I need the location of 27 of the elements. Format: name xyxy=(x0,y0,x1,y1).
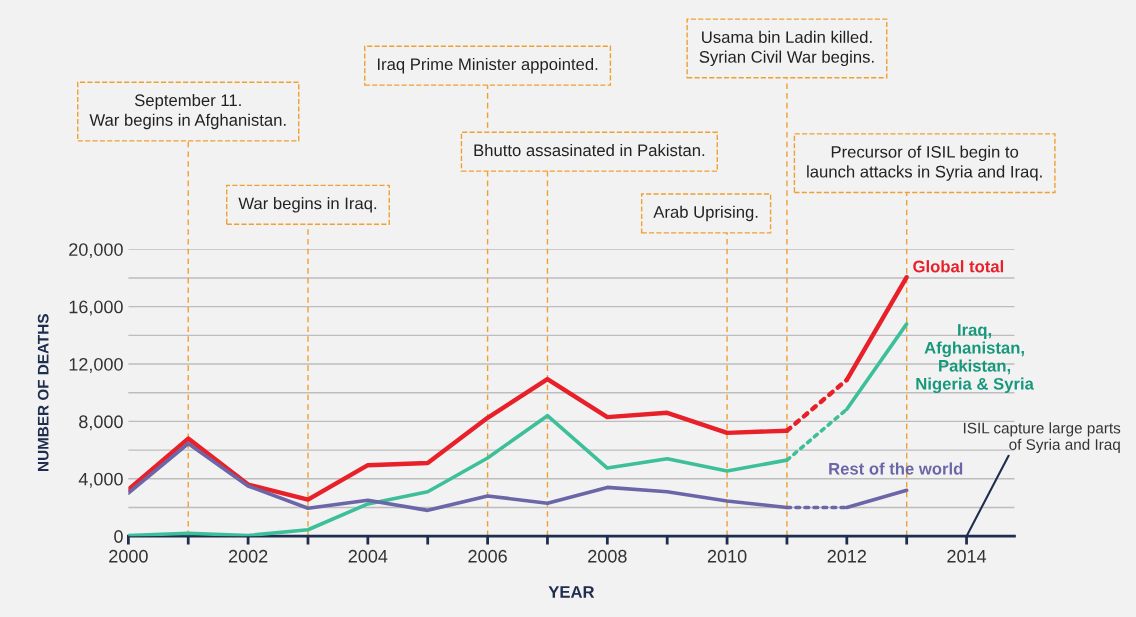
ref-line-label: Bhutto assasinated in Pakistan. xyxy=(474,143,705,157)
y-tick-label: 8,000 xyxy=(79,415,123,431)
y-tick-label: 20,000 xyxy=(69,243,123,259)
x-tick-label: 2014 xyxy=(947,549,987,563)
y-axis-title: NUMBER OF DEATHS xyxy=(37,314,49,471)
y-tick-label: 4,000 xyxy=(78,472,123,488)
text: Global total xyxy=(913,260,1004,273)
x-tick-label: 2006 xyxy=(468,549,507,563)
y-tick-label: 0 xyxy=(114,530,123,543)
ref-line-label: Iraq Prime Minister appointed. xyxy=(377,57,598,74)
text: Iraq, Afghanistan, Pakistan, Nigeria & Syria xyxy=(916,324,1034,394)
ref-line-label: Usama bin Ladin killed. Syrian Civil War begins. xyxy=(699,30,874,67)
x-tick-label: 2008 xyxy=(588,549,627,563)
ref-line-label: Precursor of ISIL begin to launch attacks in Syria and Iraq. xyxy=(807,145,1042,181)
x-tick-label: 2000 xyxy=(109,549,148,563)
ref-line-label: Arab Uprising. xyxy=(653,205,758,222)
x-tick-label: 2012 xyxy=(827,549,866,563)
text: Rest of the world xyxy=(829,462,963,475)
ref-line-label: War begins in Iraq. xyxy=(238,197,377,213)
y-tick-label: 12,000 xyxy=(69,357,123,373)
y-tick-label: 16,000 xyxy=(69,300,123,316)
x-tick-label: 2010 xyxy=(707,549,747,563)
annotation: ISIL capture large parts of Syria and Iraq xyxy=(963,422,1121,453)
x-tick-label: 2002 xyxy=(228,549,268,563)
x-axis-title: YEAR xyxy=(548,586,595,598)
ref-line-label: September 11. War begins in Afghanistan. xyxy=(89,93,286,130)
x-tick-label: 2004 xyxy=(348,549,388,563)
